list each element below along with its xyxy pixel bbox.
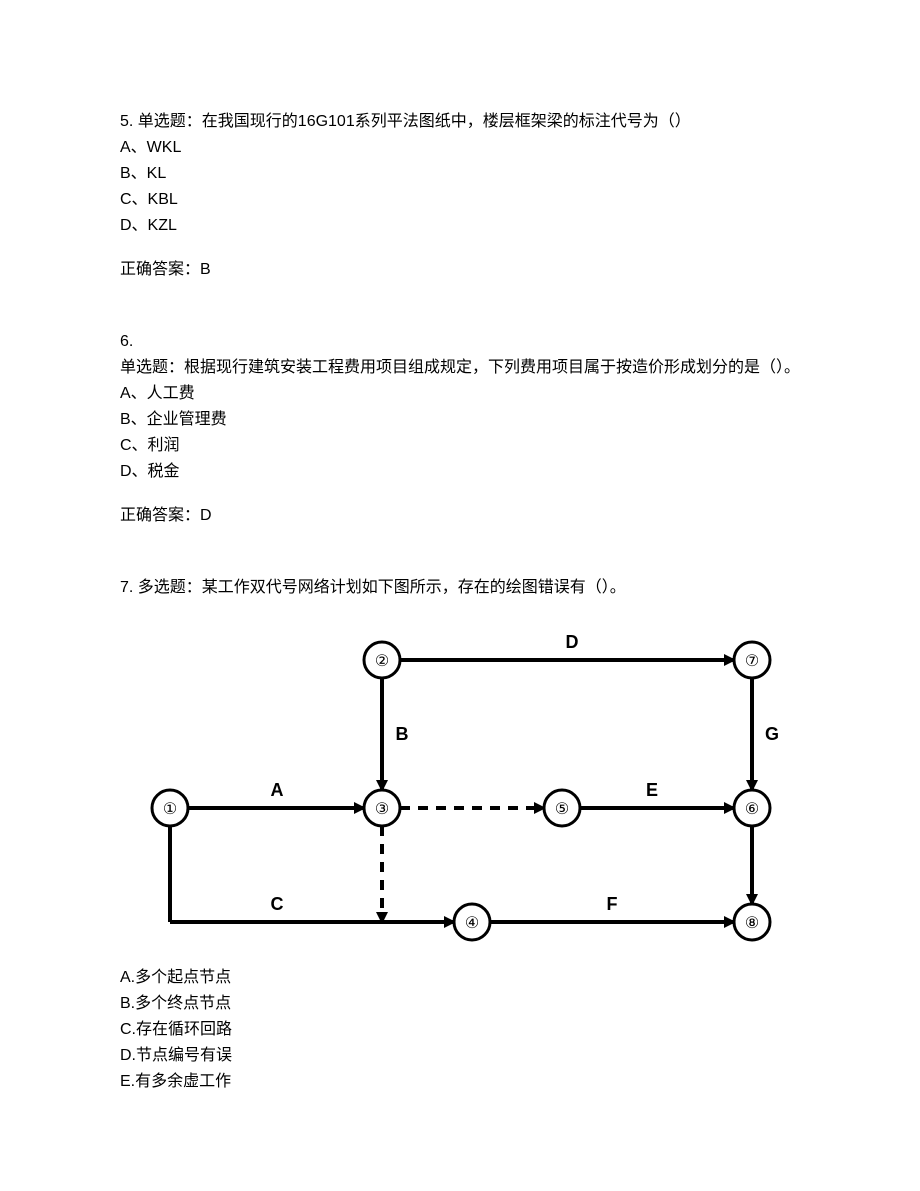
question-6: 6. 单选题：根据现行建筑安装工程费用项目组成规定，下列费用项目属于按造价形成划… (120, 330, 800, 528)
q7-prompt: 7. 多选题：某工作双代号网络计划如下图所示，存在的绘图错误有（）。 (120, 576, 800, 600)
svg-text:③: ③ (375, 801, 389, 818)
svg-text:⑦: ⑦ (745, 653, 759, 670)
q7-option-e: E.有多余虚工作 (120, 1070, 800, 1094)
q6-option-c: C、利润 (120, 434, 800, 458)
q5-option-b: B、KL (120, 162, 800, 186)
svg-text:⑥: ⑥ (745, 801, 759, 818)
svg-text:F: F (607, 894, 618, 914)
svg-text:C: C (271, 894, 284, 914)
question-5: 5. 单选题：在我国现行的16G101系列平法图纸中，楼层框架梁的标注代号为（）… (120, 110, 800, 282)
q7-option-a: A.多个起点节点 (120, 966, 800, 990)
q6-option-b: B、企业管理费 (120, 408, 800, 432)
q5-answer: 正确答案：B (120, 258, 800, 282)
q5-prompt: 5. 单选题：在我国现行的16G101系列平法图纸中，楼层框架梁的标注代号为（） (120, 110, 800, 134)
network-svg: A B D E G F C ① ② ③ ④ ⑤ ⑥ ⑦ ⑧ (132, 618, 832, 958)
q5-option-d: D、KZL (120, 214, 800, 238)
svg-text:G: G (765, 724, 779, 744)
q6-prompt: 单选题：根据现行建筑安装工程费用项目组成规定，下列费用项目属于按造价形成划分的是… (120, 356, 800, 380)
q7-option-d: D.节点编号有误 (120, 1044, 800, 1068)
svg-text:②: ② (375, 653, 389, 670)
svg-text:⑤: ⑤ (555, 801, 569, 818)
q7-option-b: B.多个终点节点 (120, 992, 800, 1016)
q6-option-a: A、人工费 (120, 382, 800, 406)
q6-option-d: D、税金 (120, 460, 800, 484)
q6-answer: 正确答案：D (120, 504, 800, 528)
question-7: 7. 多选题：某工作双代号网络计划如下图所示，存在的绘图错误有（）。 A B D E G… (120, 576, 800, 1094)
svg-text:①: ① (163, 801, 177, 818)
q7-option-c: C.存在循环回路 (120, 1018, 800, 1042)
svg-text:④: ④ (465, 915, 479, 932)
q5-option-c: C、KBL (120, 188, 800, 212)
network-diagram: A B D E G F C ① ② ③ ④ ⑤ ⑥ ⑦ ⑧ (132, 618, 800, 958)
svg-text:⑧: ⑧ (745, 915, 759, 932)
svg-text:A: A (271, 780, 284, 800)
q6-prefix: 6. (120, 330, 800, 354)
svg-text:E: E (646, 780, 658, 800)
q5-option-a: A、WKL (120, 136, 800, 160)
svg-text:D: D (566, 632, 579, 652)
svg-text:B: B (396, 724, 409, 744)
